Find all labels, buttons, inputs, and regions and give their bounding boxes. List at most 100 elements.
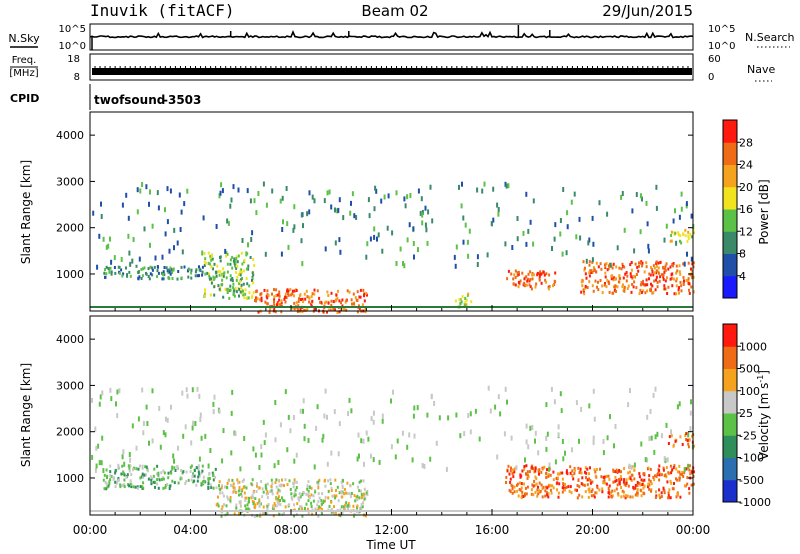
data-cell (317, 480, 320, 484)
program-name: twofsound (94, 93, 165, 107)
data-cell (279, 422, 282, 428)
data-cell (219, 255, 222, 259)
data-cell (673, 292, 676, 296)
data-cell (431, 218, 434, 224)
data-cell (492, 186, 495, 192)
data-cell (630, 464, 633, 470)
data-cell (504, 241, 507, 247)
data-cell (558, 482, 561, 486)
data-cell (234, 431, 237, 437)
data-cell (310, 295, 313, 299)
data-cell (670, 276, 673, 280)
data-cell (665, 466, 668, 470)
data-cell (245, 267, 248, 271)
data-cell (646, 457, 648, 463)
data-cell (352, 482, 355, 486)
data-cell (678, 470, 681, 474)
data-cell (570, 199, 573, 205)
data-cell (308, 190, 311, 196)
data-cell (567, 485, 570, 489)
data-cell (655, 494, 658, 498)
velocity-colorbar-label: Velocity [m s-1] (756, 370, 771, 460)
data-cell (302, 408, 304, 414)
data-cell (218, 273, 221, 277)
data-cell (236, 260, 239, 264)
data-cell (164, 231, 167, 237)
data-cell (128, 469, 131, 473)
data-cell (620, 486, 623, 489)
data-cell (272, 514, 275, 518)
data-cell (337, 451, 340, 457)
data-cell (318, 478, 321, 482)
data-cell (230, 410, 233, 416)
data-cell (467, 292, 470, 296)
data-cell (325, 300, 328, 304)
data-cell (373, 226, 376, 232)
data-cell (232, 482, 235, 486)
data-cell (633, 468, 636, 472)
data-cell (257, 310, 260, 314)
data-cell (330, 299, 333, 303)
data-cell (354, 499, 357, 503)
data-cell (103, 271, 106, 275)
data-cell (345, 491, 347, 495)
data-cell (531, 277, 534, 281)
data-cell (313, 288, 316, 292)
data-cell (310, 505, 313, 508)
data-cell (616, 471, 619, 474)
data-cell (639, 288, 642, 292)
data-cell (176, 277, 179, 281)
data-cell (517, 272, 520, 276)
data-cell (245, 496, 248, 500)
data-cell (621, 262, 624, 266)
data-cell (215, 270, 218, 274)
data-cell (653, 478, 656, 482)
data-cell (521, 469, 524, 473)
data-cell (123, 485, 126, 489)
data-cell (179, 227, 182, 232)
data-cell (683, 279, 685, 283)
data-cell (596, 285, 598, 289)
data-cell (215, 274, 218, 278)
data-cell (568, 489, 571, 493)
data-cell (227, 220, 230, 226)
data-cell (232, 282, 235, 286)
data-cell (248, 499, 250, 503)
data-cell (627, 484, 630, 488)
data-cell (350, 200, 352, 206)
data-cell (239, 466, 242, 472)
data-cell (373, 234, 376, 240)
data-cell (667, 496, 670, 500)
data-cell (513, 273, 516, 277)
data-cell (561, 439, 564, 444)
data-cell (295, 301, 298, 305)
data-cell (215, 486, 218, 490)
data-cell (592, 435, 595, 441)
data-cell (505, 475, 508, 479)
data-cell (165, 266, 168, 270)
data-cell (549, 473, 552, 477)
data-cell (260, 452, 263, 458)
data-cell (233, 257, 236, 261)
data-cell (420, 196, 423, 202)
data-cell (308, 296, 311, 300)
data-cell (678, 401, 681, 407)
data-cell (302, 223, 304, 229)
data-cell (198, 474, 201, 478)
data-cell (254, 452, 257, 458)
data-cell (657, 266, 660, 270)
data-cell (534, 467, 537, 471)
data-cell (300, 238, 303, 244)
data-cell (683, 471, 686, 475)
data-cell (281, 195, 284, 201)
data-cell (330, 489, 333, 493)
data-cell (244, 504, 247, 508)
data-cell (328, 504, 331, 508)
data-cell (229, 274, 232, 278)
data-cell (274, 310, 277, 314)
colorbar-tick-label: 100 (739, 385, 760, 398)
data-cell (339, 514, 342, 518)
data-cell (538, 468, 541, 472)
data-cell (256, 514, 259, 518)
